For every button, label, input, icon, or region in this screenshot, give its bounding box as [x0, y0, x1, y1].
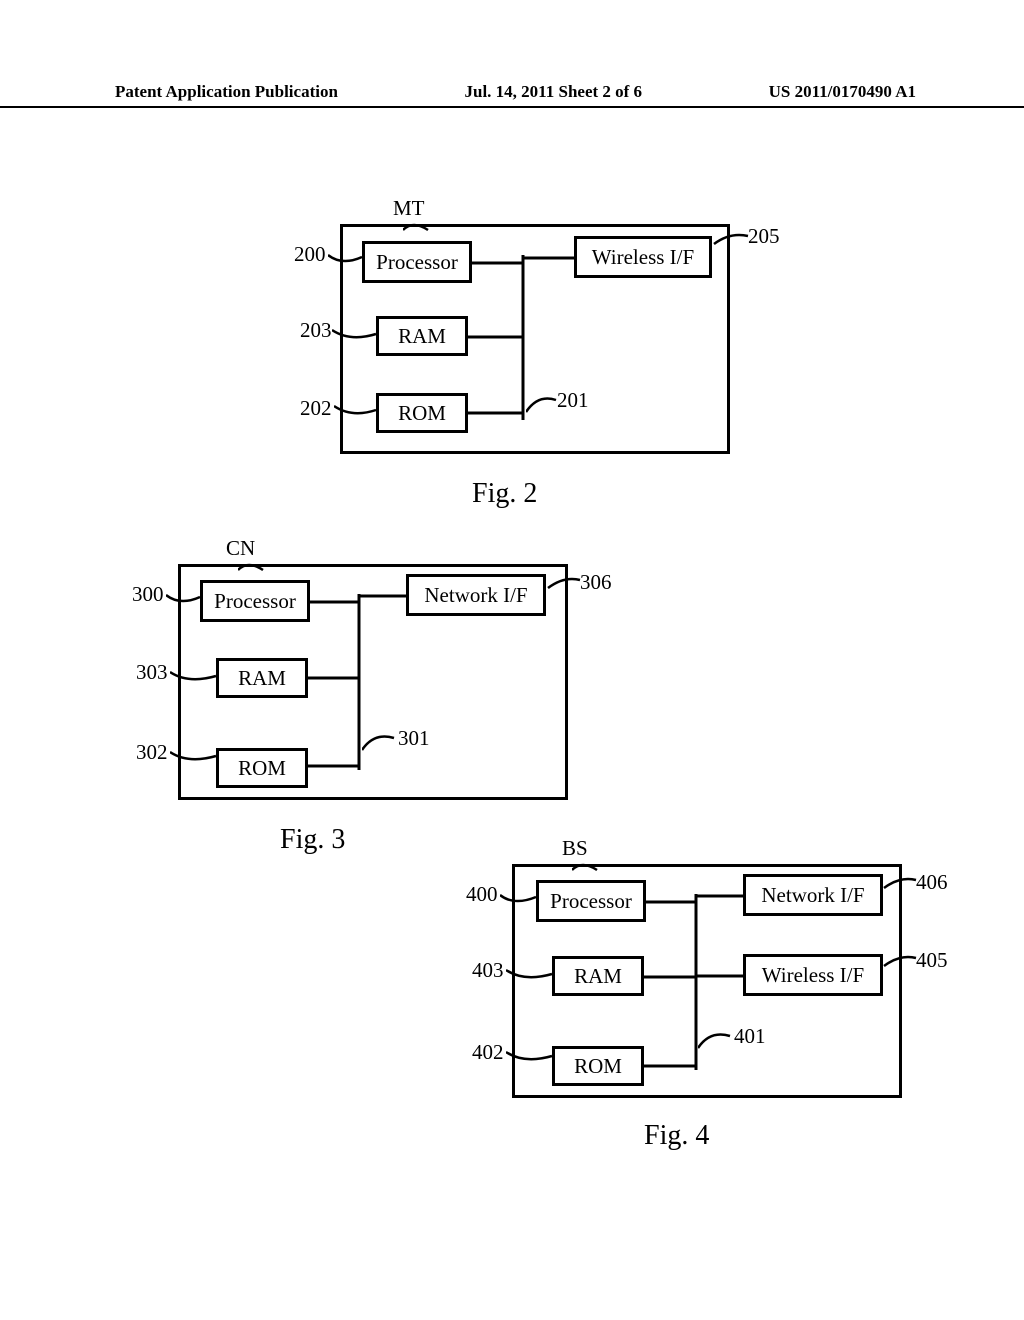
fig2-lead-205-icon: [712, 232, 752, 250]
fig2-ram-text: RAM: [398, 324, 446, 349]
fig3-ref-300: 300: [132, 582, 164, 607]
fig2-lead-201-icon: [526, 394, 560, 416]
fig4-processor-block: Processor: [536, 880, 646, 922]
fig2-lead-200-icon: [328, 252, 366, 270]
fig3-processor-block: Processor: [200, 580, 310, 622]
fig3-caption: Fig. 3: [280, 824, 345, 856]
fig2-rom-block: ROM: [376, 393, 468, 433]
fig3-ref-303: 303: [136, 660, 168, 685]
fig3-ram-block: RAM: [216, 658, 308, 698]
fig4-lead-400-icon: [500, 892, 540, 908]
fig2-ref-202: 202: [300, 396, 332, 421]
fig2-lead-202-icon: [334, 404, 378, 420]
fig2-processor-block: Processor: [362, 241, 472, 283]
fig2-wireless-block: Wireless I/F: [574, 236, 712, 278]
fig2-lead-203-icon: [332, 328, 378, 344]
fig4-ref-405: 405: [916, 948, 948, 973]
fig4-caption: Fig. 4: [644, 1120, 709, 1152]
page: MT Processor Wireless I/F RAM ROM 200 20…: [0, 0, 1024, 1320]
fig2-ram-block: RAM: [376, 316, 468, 356]
fig3-network-text: Network I/F: [424, 583, 527, 608]
fig2-ref-200: 200: [294, 242, 326, 267]
fig4-network-text: Network I/F: [761, 883, 864, 908]
fig3-lead-303-icon: [170, 670, 218, 686]
fig3-lead-306-icon: [546, 576, 584, 592]
fig4-lead-403-icon: [506, 968, 554, 984]
fig3-processor-text: Processor: [214, 589, 296, 614]
fig4-lead-402-icon: [506, 1050, 554, 1066]
fig2-wireless-text: Wireless I/F: [592, 245, 694, 270]
fig3-rom-block: ROM: [216, 748, 308, 788]
fig3-ram-text: RAM: [238, 666, 286, 691]
fig3-rom-text: ROM: [238, 756, 286, 781]
fig3-network-block: Network I/F: [406, 574, 546, 616]
fig4-ref-406: 406: [916, 870, 948, 895]
fig2-processor-text: Processor: [376, 250, 458, 275]
fig4-rom-block: ROM: [552, 1046, 644, 1086]
fig3-lead-300-icon: [166, 592, 204, 608]
fig4-ref-400: 400: [466, 882, 498, 907]
fig2-ref-201: 201: [557, 388, 589, 413]
fig4-lead-406-icon: [882, 876, 920, 892]
fig2-ref-203: 203: [300, 318, 332, 343]
fig4-wireless-text: Wireless I/F: [762, 963, 864, 988]
fig4-rom-text: ROM: [574, 1054, 622, 1079]
fig2-caption: Fig. 2: [472, 478, 537, 510]
fig4-processor-text: Processor: [550, 889, 632, 914]
fig4-lead-401-icon: [698, 1030, 734, 1052]
fig2-rom-text: ROM: [398, 401, 446, 426]
fig3-ref-302: 302: [136, 740, 168, 765]
fig3-lead-302-icon: [170, 750, 218, 766]
fig3-lead-301-icon: [362, 732, 398, 754]
fig4-lead-405-icon: [882, 954, 920, 970]
fig4-ram-block: RAM: [552, 956, 644, 996]
fig4-ref-402: 402: [472, 1040, 504, 1065]
fig4-wireless-block: Wireless I/F: [743, 954, 883, 996]
fig4-network-block: Network I/F: [743, 874, 883, 916]
fig4-ram-text: RAM: [574, 964, 622, 989]
fig2-ref-205: 205: [748, 224, 780, 249]
fig4-ref-401: 401: [734, 1024, 766, 1049]
fig3-ref-301: 301: [398, 726, 430, 751]
fig3-ref-306: 306: [580, 570, 612, 595]
fig4-ref-403: 403: [472, 958, 504, 983]
